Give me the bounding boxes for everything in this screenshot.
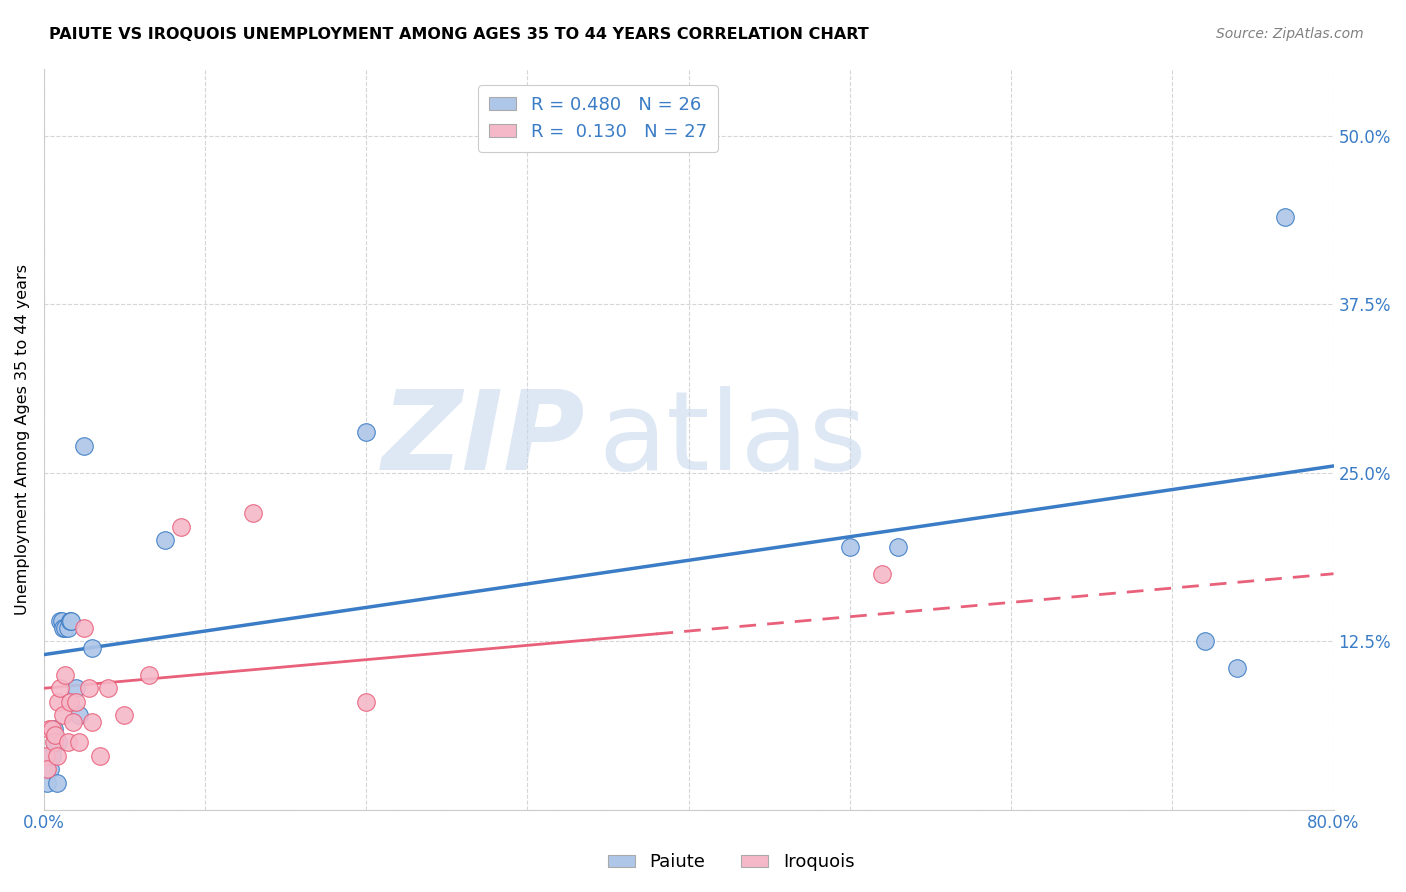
Point (138, 668, 160, 682)
Point (65, 681, 87, 696)
Point (73, 621, 96, 635)
Point (887, 540, 910, 554)
Point (51, 614, 73, 628)
Point (77, 681, 100, 696)
Point (1274, 210, 1296, 224)
Point (38, 722, 60, 736)
Point (67, 708, 90, 723)
Y-axis label: Unemployment Among Ages 35 to 44 years: Unemployment Among Ages 35 to 44 years (15, 263, 30, 615)
Point (838, 540, 860, 554)
Point (82, 714, 104, 729)
Point (65, 695, 87, 709)
Point (45, 748, 67, 763)
Text: PAIUTE VS IROQUOIS UNEMPLOYMENT AMONG AGES 35 TO 44 YEARS CORRELATION CHART: PAIUTE VS IROQUOIS UNEMPLOYMENT AMONG AG… (49, 27, 869, 42)
Point (59, 695, 82, 709)
Point (44, 728, 66, 742)
Point (82, 640, 104, 655)
Point (53, 621, 76, 635)
Point (242, 506, 264, 520)
Point (59, 614, 82, 628)
Point (41, 722, 63, 736)
Legend: R = 0.480   N = 26, R =  0.130   N = 27: R = 0.480 N = 26, R = 0.130 N = 27 (478, 85, 718, 152)
Point (39, 762, 62, 776)
Point (34, 748, 56, 763)
Point (60, 614, 83, 628)
Point (49, 681, 72, 696)
Point (73, 439, 96, 453)
Point (114, 708, 136, 723)
Point (97, 681, 120, 696)
Point (44, 735, 66, 749)
Text: ZIP: ZIP (382, 385, 585, 492)
Point (53, 668, 76, 682)
Point (356, 695, 378, 709)
Point (52, 708, 75, 723)
Point (48, 695, 70, 709)
Point (56, 735, 79, 749)
Text: Source: ZipAtlas.com: Source: ZipAtlas.com (1216, 27, 1364, 41)
Point (870, 566, 893, 581)
Point (153, 533, 176, 547)
Point (42, 722, 65, 736)
Point (48, 735, 70, 749)
Point (41, 748, 63, 763)
Point (42, 735, 65, 749)
Point (49, 614, 72, 628)
Point (1194, 634, 1216, 648)
Point (37, 762, 59, 776)
Legend: Paiute, Iroquois: Paiute, Iroquois (600, 847, 862, 879)
Point (37, 775, 59, 789)
Point (38, 748, 60, 763)
Point (67, 735, 90, 749)
Point (52, 621, 75, 635)
Point (62, 714, 84, 729)
Point (356, 425, 378, 440)
Point (1226, 661, 1249, 675)
Point (45, 775, 67, 789)
Point (89, 748, 111, 763)
Point (56, 621, 79, 635)
Point (170, 519, 193, 533)
Text: atlas: atlas (599, 385, 868, 492)
